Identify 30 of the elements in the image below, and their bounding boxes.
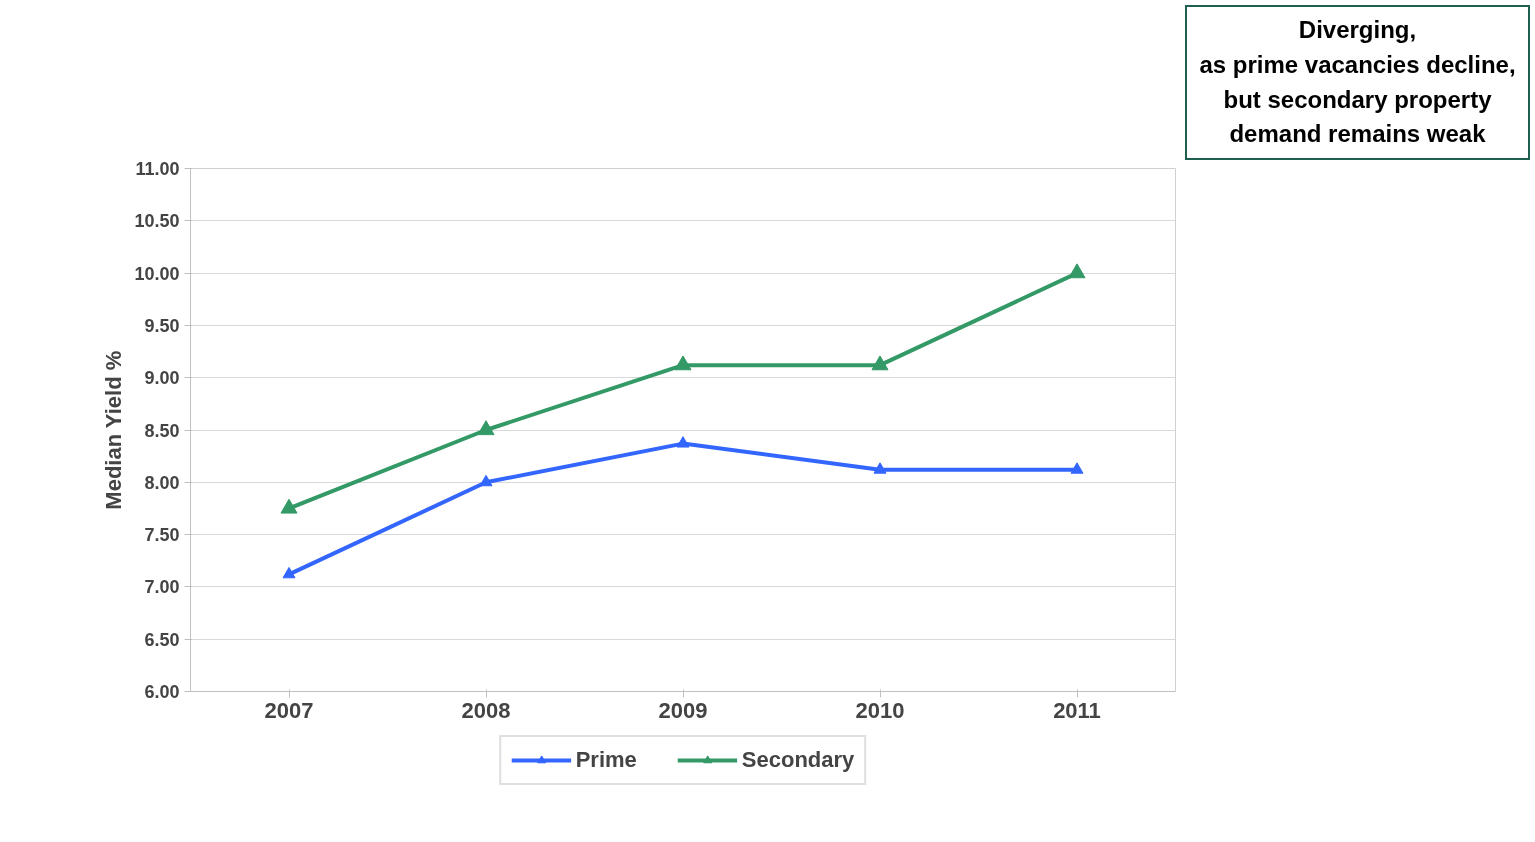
point [282,566,296,579]
x-tick-label: 2011 [1053,697,1101,723]
point [280,498,298,514]
y-tick-label: 10.50 [134,211,180,232]
x-tick-label: 2007 [264,697,314,723]
x-tick-label: 2008 [461,697,511,723]
point [674,355,692,371]
point [873,462,887,474]
y-axis-title: Median Yield % [101,350,127,510]
y-tick-label: 7.50 [144,525,180,546]
y-tick-label: 9.00 [144,368,180,389]
y-tick-label: 9.50 [144,315,180,336]
legend-label: Prime [575,747,637,773]
point [1070,462,1084,474]
legend-label: Secondary [741,747,855,773]
point [1068,263,1086,279]
y-tick-label: 6.50 [144,629,180,650]
y-tick-label: 7.00 [144,577,180,598]
y-tick-label: 11.00 [135,159,180,179]
point [676,436,690,448]
point [477,420,495,436]
y-tick-label: 8.50 [144,420,180,441]
y-tick-label: 8.00 [144,472,180,493]
x-tick-label: 2010 [855,697,905,723]
y-tick-label: 6.00 [144,682,180,702]
x-tick-label: 2009 [658,697,708,723]
y-tick-label: 10.00 [134,263,180,284]
text: Diverging, as prime vacancies decline, but secondary property demand remains weak [1199,15,1516,150]
point [871,355,889,371]
point [479,474,493,487]
